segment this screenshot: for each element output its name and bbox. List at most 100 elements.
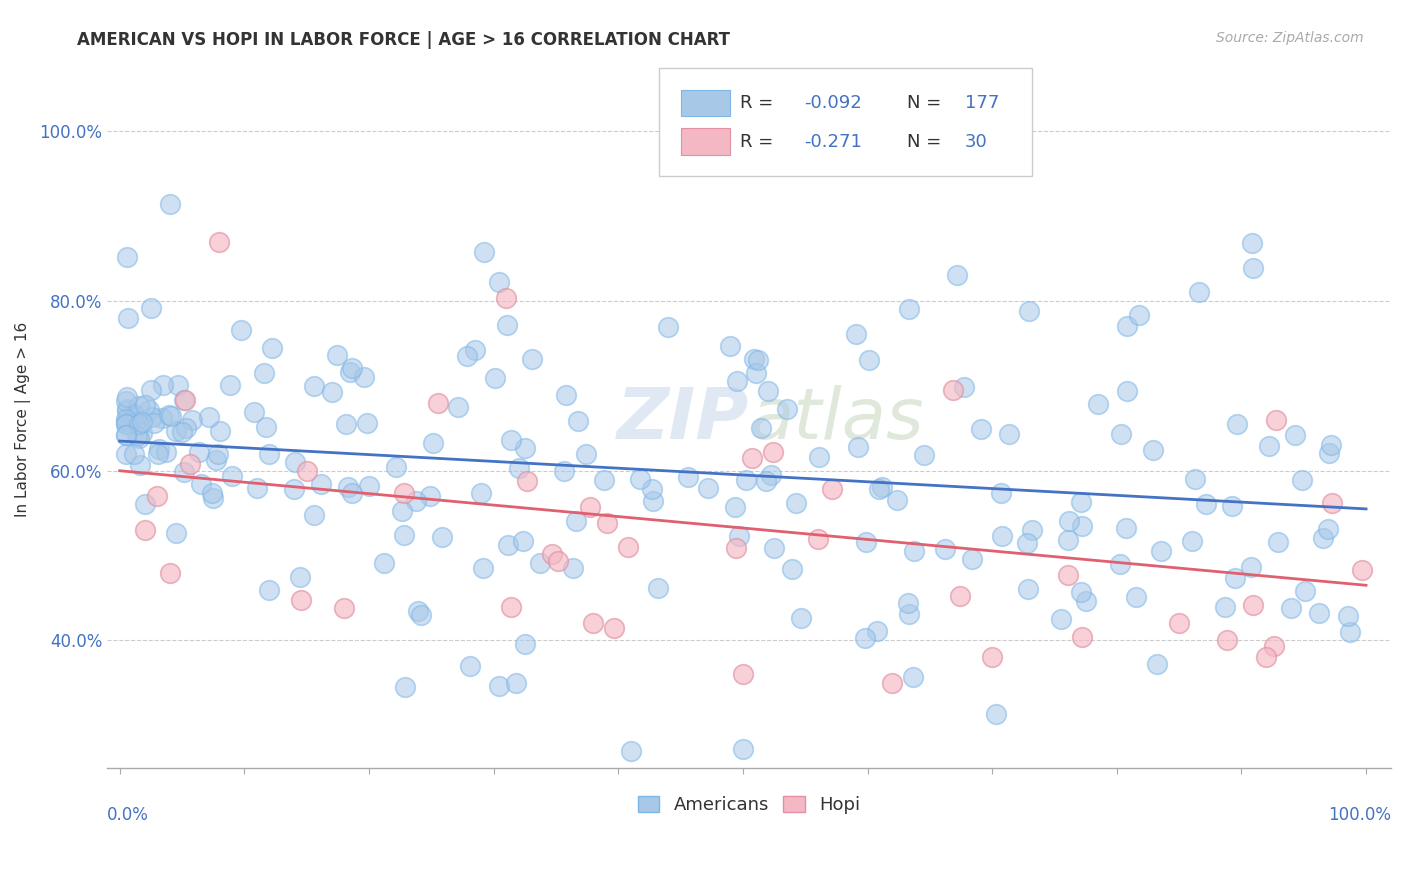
Point [146, 489, 169, 503]
Point [1240, 236, 1263, 251]
Y-axis label: In Labor Force | Age > 16: In Labor Force | Age > 16 [15, 322, 31, 517]
Point [290, 570, 312, 584]
Point [872, 479, 894, 493]
Point [1215, 599, 1237, 614]
Point [373, 556, 395, 570]
Point [697, 481, 720, 495]
Point [422, 435, 444, 450]
Text: 30: 30 [965, 133, 987, 151]
Point [165, 526, 187, 541]
Point [529, 556, 551, 570]
Point [1056, 568, 1078, 582]
Point [219, 377, 242, 392]
Point [735, 474, 758, 488]
Point [1017, 582, 1039, 597]
Point [458, 658, 481, 673]
Point [115, 414, 138, 428]
Point [934, 541, 956, 556]
Point [201, 486, 224, 500]
Point [953, 380, 976, 394]
Point [243, 405, 266, 419]
Point [1308, 606, 1330, 620]
Point [882, 676, 904, 690]
Point [785, 495, 807, 509]
Point [394, 680, 416, 694]
Point [602, 621, 624, 635]
Point [898, 301, 921, 316]
Point [115, 428, 138, 442]
Point [855, 534, 877, 549]
Point [131, 425, 153, 440]
Point [984, 706, 1007, 721]
Point [166, 378, 188, 392]
Text: -0.092: -0.092 [804, 95, 862, 112]
Point [257, 583, 280, 598]
Point [173, 392, 195, 407]
Point [657, 320, 679, 334]
Point [1263, 639, 1285, 653]
Point [903, 544, 925, 558]
Point [208, 235, 231, 249]
Point [134, 398, 156, 412]
Point [516, 474, 538, 488]
Point [755, 475, 778, 489]
Point [641, 494, 664, 508]
Text: -0.271: -0.271 [804, 133, 862, 151]
Point [731, 742, 754, 756]
Point [181, 413, 204, 427]
Point [1337, 608, 1360, 623]
Point [728, 529, 751, 543]
Point [1265, 413, 1288, 427]
Point [596, 516, 619, 530]
Point [124, 447, 146, 461]
Point [464, 343, 486, 357]
Point [392, 528, 415, 542]
Point [405, 494, 427, 508]
Point [853, 631, 876, 645]
Point [1125, 590, 1147, 604]
Point [508, 460, 530, 475]
Point [505, 676, 527, 690]
Point [246, 481, 269, 495]
Point [131, 415, 153, 429]
Point [1070, 585, 1092, 599]
Point [762, 445, 785, 459]
Point [593, 473, 616, 487]
Point [745, 366, 768, 380]
Point [170, 425, 193, 440]
Point [152, 378, 174, 392]
Point [391, 504, 413, 518]
Point [488, 679, 510, 693]
Text: N =: N = [907, 133, 948, 151]
Point [520, 351, 543, 366]
Point [724, 500, 747, 514]
Point [253, 367, 276, 381]
Point [115, 250, 138, 264]
Point [555, 388, 578, 402]
Point [419, 490, 441, 504]
Point [1223, 571, 1246, 585]
Point [340, 361, 363, 376]
Point [845, 327, 868, 342]
Text: 0.0%: 0.0% [107, 806, 149, 824]
Point [209, 424, 232, 438]
Point [912, 449, 935, 463]
Point [427, 395, 450, 409]
Point [647, 582, 669, 596]
Point [513, 637, 536, 651]
Point [741, 451, 763, 466]
Point [353, 370, 375, 384]
Legend: Americans, Hopi: Americans, Hopi [630, 789, 868, 822]
Point [676, 470, 699, 484]
Point [207, 447, 229, 461]
Point [141, 301, 163, 315]
Point [124, 409, 146, 424]
Point [115, 417, 138, 431]
Point [565, 514, 588, 528]
Point [159, 409, 181, 424]
Point [128, 399, 150, 413]
Point [1284, 428, 1306, 442]
Point [1279, 600, 1302, 615]
Point [1181, 534, 1204, 549]
Point [1351, 563, 1374, 577]
